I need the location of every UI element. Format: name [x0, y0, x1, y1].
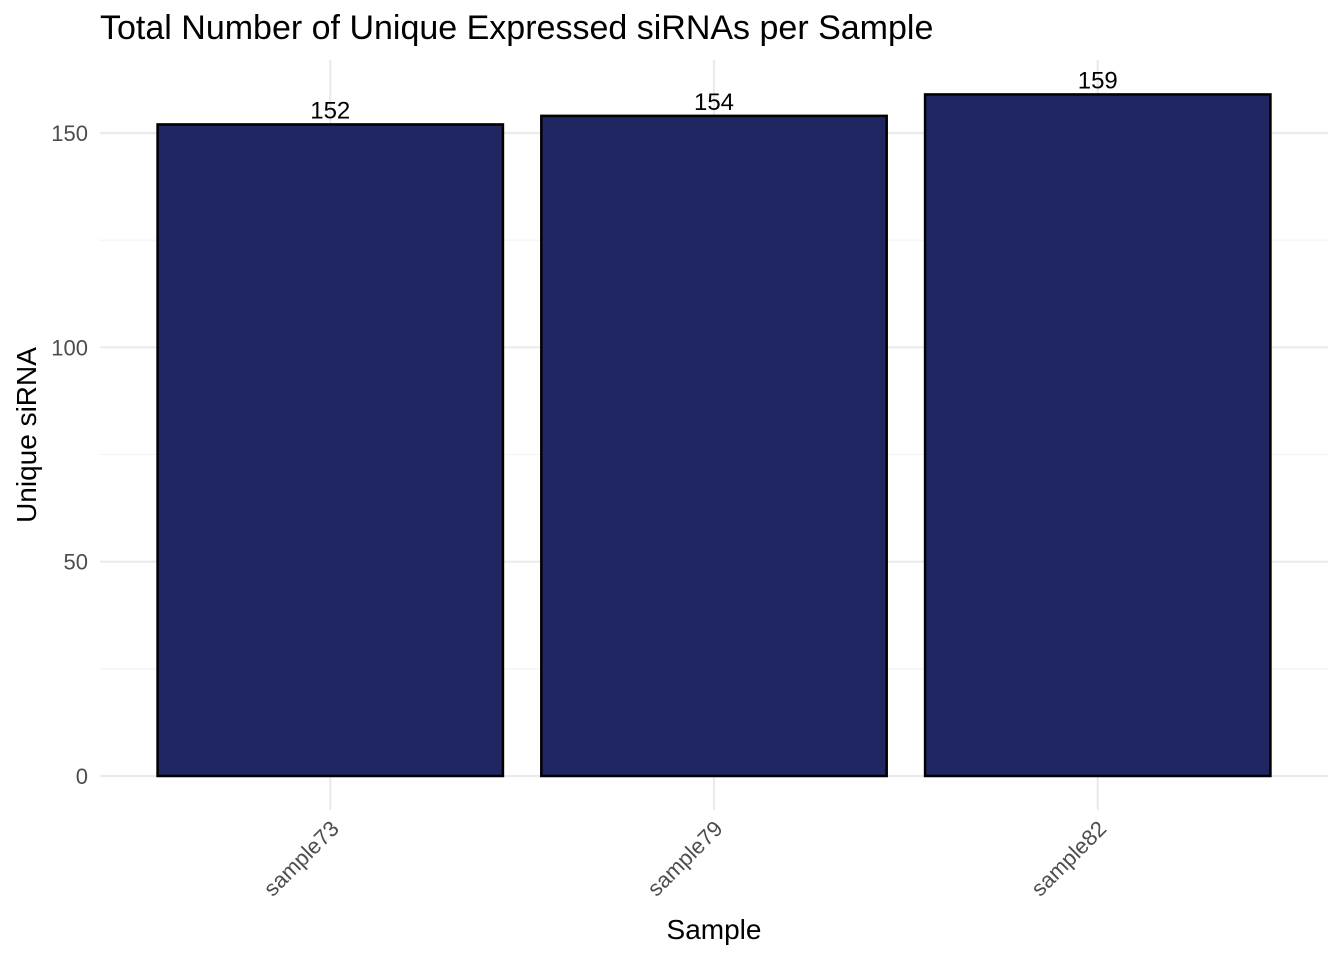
- bar-sample73: [156, 123, 505, 778]
- x-tick-label-sample73: sample73: [259, 816, 344, 901]
- chart-title: Total Number of Unique Expressed siRNAs …: [100, 9, 933, 47]
- y-tick-label: 150: [51, 121, 88, 146]
- data-label-sample73: 152: [310, 97, 350, 124]
- data-labels: 152 154 159: [310, 67, 1118, 124]
- y-tick-label: 100: [51, 335, 88, 360]
- bar-sample82: [923, 93, 1272, 778]
- y-tick-label: 0: [76, 764, 88, 789]
- data-label-sample79: 154: [694, 89, 734, 116]
- x-tick-label-sample82: sample82: [1026, 816, 1111, 901]
- bars: [156, 93, 1272, 778]
- y-tick-label: 50: [64, 550, 88, 575]
- y-axis-title: Unique siRNA: [11, 347, 42, 523]
- bar-sample79: [540, 114, 888, 778]
- y-axis-tick-labels: 0 50 100 150: [51, 121, 88, 789]
- x-tick-label-sample79: sample79: [642, 816, 727, 901]
- x-axis-tick-labels: sample73 sample79 sample82: [259, 816, 1112, 901]
- x-axis-title: Sample: [667, 914, 762, 945]
- data-label-sample82: 159: [1078, 67, 1118, 94]
